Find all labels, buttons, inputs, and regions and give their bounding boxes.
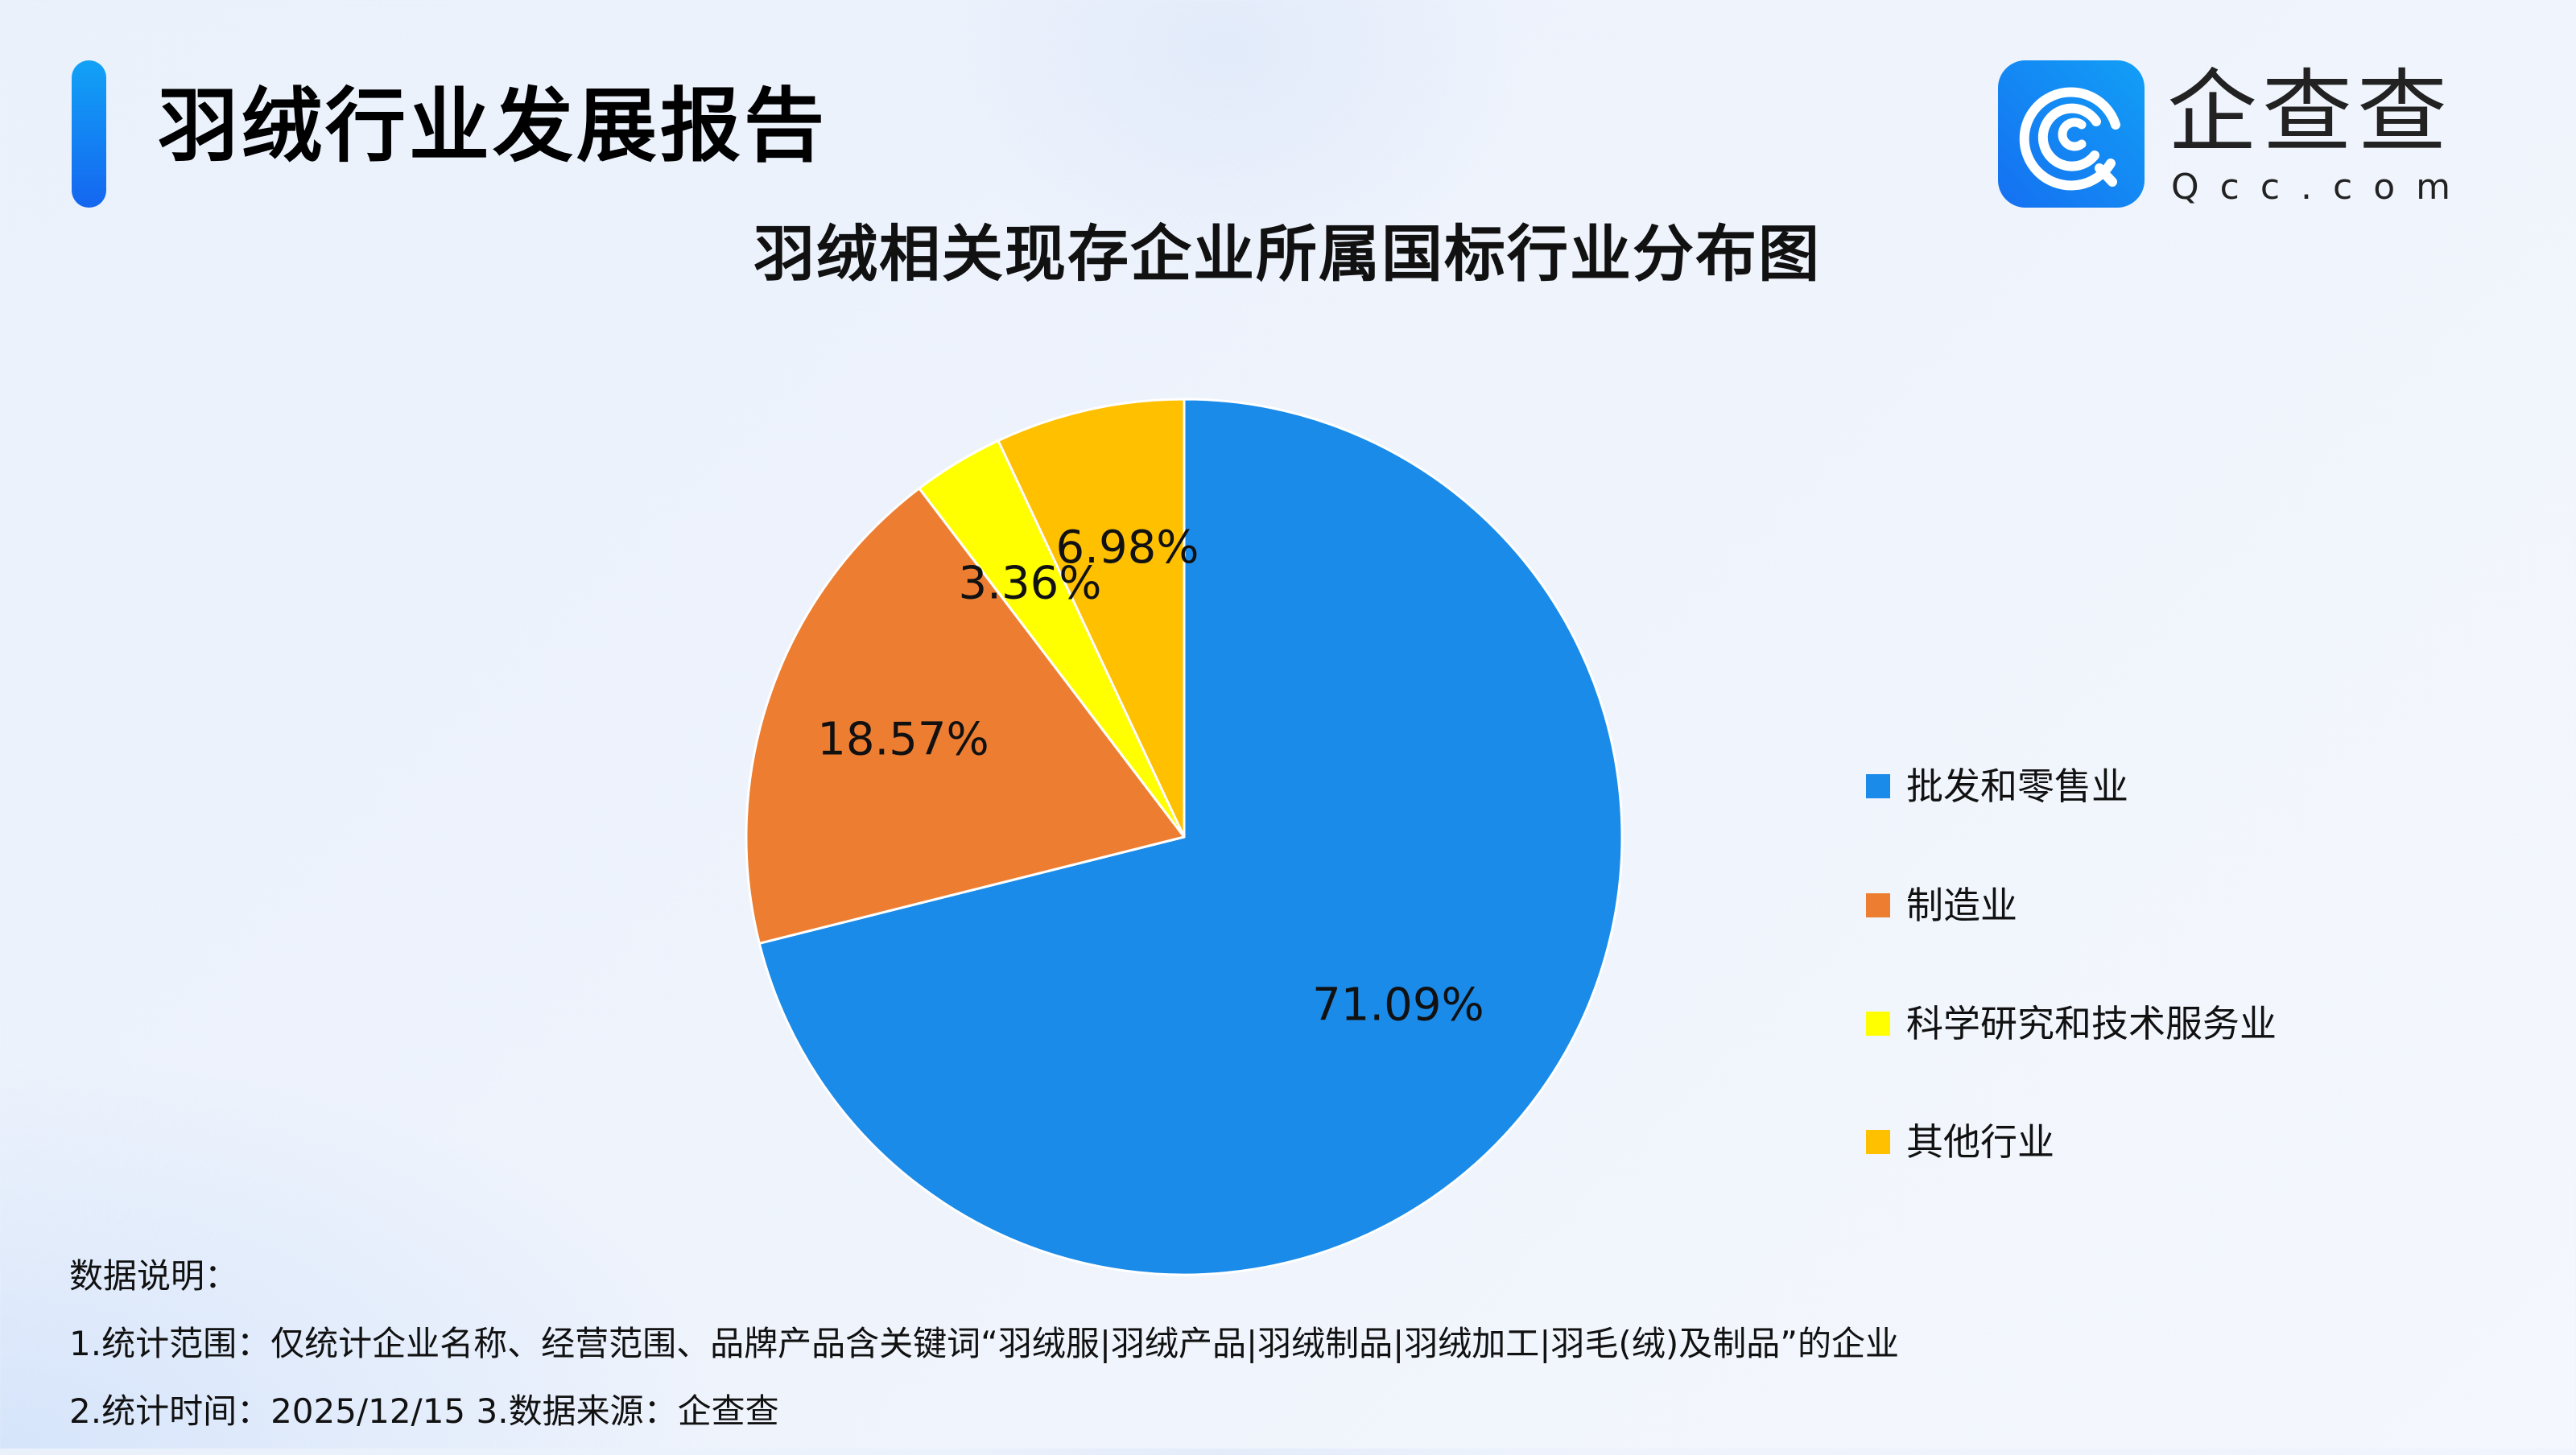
legend-swatch-icon	[1866, 774, 1890, 798]
pie-label-manufacturing: 18.57%	[817, 713, 989, 765]
logo-text-en: Qcc.com	[2171, 167, 2471, 208]
pie-slices	[745, 398, 1624, 1276]
logo-text-cn: 企查查	[2167, 60, 2452, 165]
legend-label: 科学研究和技术服务业	[1906, 1002, 2277, 1045]
legend-label: 制造业	[1906, 884, 2017, 927]
legend-label: 其他行业	[1906, 1120, 2054, 1164]
legend-item-manufacturing[interactable]: 制造业	[1866, 881, 2017, 929]
pie-slice-other[interactable]	[997, 398, 1186, 839]
qcc-logo-icon	[1998, 60, 2145, 208]
pie-label-wholesale-retail: 71.09%	[1312, 979, 1484, 1032]
pie-slice-wholesale-retail[interactable]	[758, 398, 1624, 1276]
pie-label-science-tech: 3.36%	[959, 558, 1102, 610]
pie-labels: 71.09% 18.57% 3.36%6.98%	[817, 521, 1484, 1032]
legend-item-wholesale-retail[interactable]: 批发和零售业	[1866, 762, 2128, 810]
notes-scope: 1.统计范围：仅统计企业名称、经营范围、品牌产品含关键词“羽绒服|羽绒产品|羽绒…	[69, 1324, 1899, 1363]
legend-item-other[interactable]: 其他行业	[1866, 1118, 2054, 1166]
notes-heading: 数据说明：	[69, 1256, 239, 1296]
legend-item-science-tech[interactable]: 科学研究和技术服务业	[1866, 1000, 2277, 1048]
title-accent-bar	[72, 60, 106, 208]
chart-title-text: 羽绒相关现存企业所属国标行业分布图	[753, 218, 1821, 290]
legend-label: 批发和零售业	[1906, 765, 2128, 808]
report-title: 羽绒行业发展报告	[158, 79, 828, 173]
legend-swatch-icon	[1866, 1012, 1890, 1036]
pie-slice-manufacturing[interactable]	[745, 487, 1186, 945]
pie-label-other: 6.98%	[1056, 521, 1199, 574]
data-notes: 数据说明： 1.统计范围：仅统计企业名称、经营范围、品牌产品含关键词“羽绒服|羽…	[69, 1252, 1899, 1455]
notes-time-source: 2.统计时间：2025/12/15 3.数据来源：企查查	[69, 1391, 779, 1431]
legend-swatch-icon	[1866, 893, 1890, 917]
legend-swatch-icon	[1866, 1130, 1890, 1154]
chart-title: 羽绒相关现存企业所属国标行业分布图	[0, 214, 2576, 295]
